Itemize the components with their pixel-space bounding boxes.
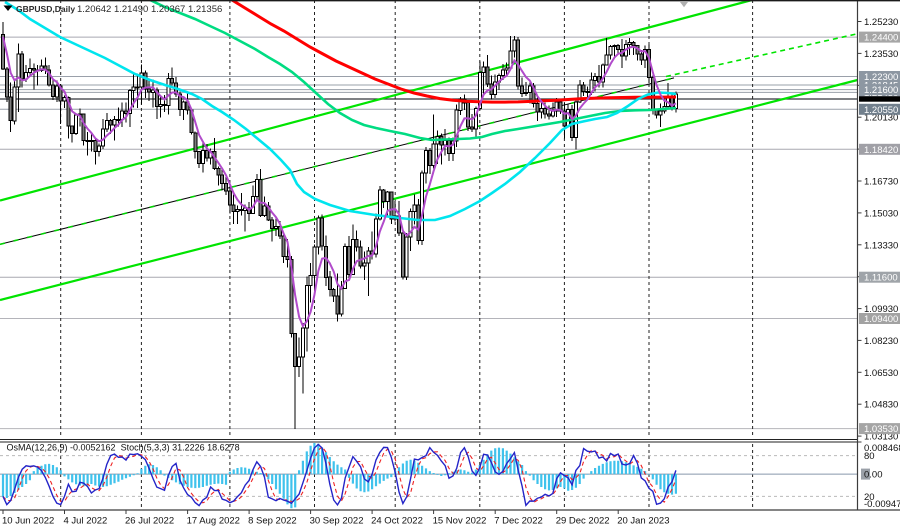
svg-text:1.09400: 1.09400 [864,314,898,325]
svg-text:17 Aug 2022: 17 Aug 2022 [187,516,240,527]
svg-text:1.20130: 1.20130 [864,113,898,124]
svg-text:1.24400: 1.24400 [864,33,898,44]
svg-text:1.15030: 1.15030 [864,208,898,219]
svg-text:1.08230: 1.08230 [864,336,898,347]
svg-text:1.20642 1.21490 1.20367 1.2135: 1.20642 1.21490 1.20367 1.21356 [77,4,222,15]
svg-text:4 Jul 2022: 4 Jul 2022 [64,516,108,527]
svg-text:1.06530: 1.06530 [864,368,898,379]
svg-text:1.23530: 1.23530 [864,49,898,60]
svg-text:1.21600: 1.21600 [864,85,898,96]
svg-text:GBPUSD,Daily: GBPUSD,Daily [16,4,75,14]
svg-text:0.00: 0.00 [864,470,883,481]
svg-text:1.03130: 1.03130 [864,432,898,443]
svg-text:1.20550: 1.20550 [864,105,898,116]
svg-text:26 Jul 2022: 26 Jul 2022 [125,516,174,527]
svg-text:20 Jan 2023: 20 Jan 2023 [617,516,669,527]
svg-text:7 Dec 2022: 7 Dec 2022 [494,516,543,527]
svg-text:1.04830: 1.04830 [864,400,898,411]
svg-text:80: 80 [864,451,875,462]
svg-text:1.18420: 1.18420 [864,145,898,156]
svg-text:-0.009477: -0.009477 [864,499,900,510]
svg-text:OsMA(12,26,9) -0.0052162 Stoc: OsMA(12,26,9) -0.0052162 Stoch(5,3,3) 31… [7,443,240,453]
svg-text:10 Jun 2022: 10 Jun 2022 [2,516,54,527]
svg-text:30 Sep 2022: 30 Sep 2022 [310,516,364,527]
svg-text:1.03530: 1.03530 [864,424,898,435]
svg-text:20: 20 [864,492,875,503]
svg-text:0.0084682: 0.0084682 [864,443,900,454]
svg-text:15 Nov 2022: 15 Nov 2022 [433,516,487,527]
svg-text:1.11600: 1.11600 [864,273,898,284]
svg-text:8 Sep 2022: 8 Sep 2022 [248,516,297,527]
svg-text:24 Oct 2022: 24 Oct 2022 [371,516,423,527]
svg-text:1.09930: 1.09930 [864,304,898,315]
svg-text:1.22300: 1.22300 [864,72,898,83]
svg-text:1.25230: 1.25230 [864,17,898,28]
svg-text:1.16730: 1.16730 [864,177,898,188]
svg-text:29 Dec 2022: 29 Dec 2022 [556,516,610,527]
svg-text:1.13330: 1.13330 [864,240,898,251]
